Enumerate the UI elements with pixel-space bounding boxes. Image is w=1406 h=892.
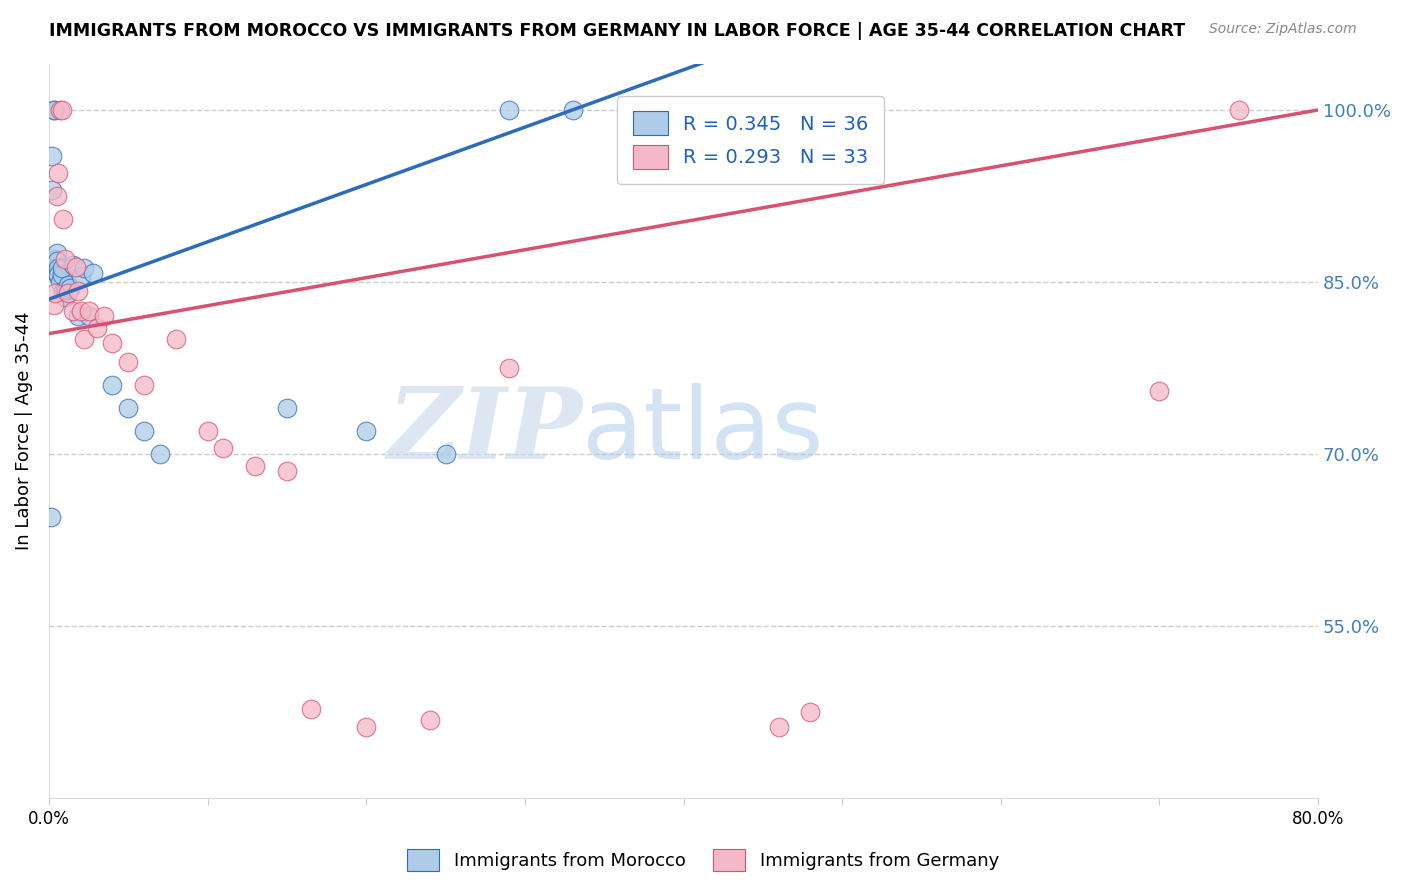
Point xyxy=(45,267,67,281)
Point xyxy=(48,166,70,180)
Point xyxy=(52,211,75,226)
Point xyxy=(42,298,65,312)
Point xyxy=(49,103,72,117)
Point xyxy=(49,275,72,289)
Point xyxy=(245,458,267,473)
Point xyxy=(117,355,139,369)
Point xyxy=(62,258,84,272)
Y-axis label: In Labor Force | Age 35-44: In Labor Force | Age 35-44 xyxy=(15,312,32,550)
Point xyxy=(93,310,115,324)
Point xyxy=(149,447,172,461)
Point xyxy=(53,284,76,298)
Point xyxy=(66,284,89,298)
Point xyxy=(86,321,108,335)
Legend: R = 0.345   N = 36, R = 0.293   N = 33: R = 0.345 N = 36, R = 0.293 N = 33 xyxy=(617,95,884,184)
Text: IMMIGRANTS FROM MOROCCO VS IMMIGRANTS FROM GERMANY IN LABOR FORCE | AGE 35-44 CO: IMMIGRANTS FROM MOROCCO VS IMMIGRANTS FR… xyxy=(49,22,1185,40)
Point xyxy=(44,252,66,266)
Point xyxy=(56,286,79,301)
Point xyxy=(44,286,66,301)
Point xyxy=(45,246,67,260)
Point xyxy=(53,252,76,266)
Point xyxy=(41,183,63,197)
Point xyxy=(768,720,790,734)
Point xyxy=(48,268,70,282)
Point xyxy=(498,361,520,376)
Point xyxy=(1149,384,1171,398)
Point xyxy=(66,310,89,324)
Text: atlas: atlas xyxy=(582,383,824,480)
Point xyxy=(39,510,62,524)
Point xyxy=(55,283,77,297)
Point xyxy=(197,424,219,438)
Point xyxy=(101,378,124,392)
Point xyxy=(276,464,298,478)
Point xyxy=(56,278,79,293)
Point xyxy=(42,103,65,117)
Point xyxy=(1227,103,1250,117)
Point xyxy=(77,303,100,318)
Point xyxy=(52,284,75,298)
Point xyxy=(41,149,63,163)
Point xyxy=(48,261,70,276)
Point xyxy=(356,720,378,734)
Point xyxy=(51,103,73,117)
Text: Source: ZipAtlas.com: Source: ZipAtlas.com xyxy=(1209,22,1357,37)
Point xyxy=(58,281,80,295)
Point xyxy=(419,713,441,727)
Point xyxy=(434,447,457,461)
Point xyxy=(77,310,100,324)
Point xyxy=(42,103,65,117)
Point xyxy=(498,103,520,117)
Point xyxy=(82,266,104,280)
Point xyxy=(165,332,187,346)
Point xyxy=(561,103,583,117)
Point xyxy=(44,263,66,277)
Point xyxy=(134,378,156,392)
Point xyxy=(73,261,96,276)
Point xyxy=(65,260,87,274)
Point xyxy=(45,189,67,203)
Point xyxy=(62,303,84,318)
Point xyxy=(101,335,124,350)
Point xyxy=(299,701,322,715)
Point xyxy=(69,303,91,318)
Point xyxy=(117,401,139,416)
Point xyxy=(356,424,378,438)
Point xyxy=(799,705,821,719)
Text: ZIP: ZIP xyxy=(387,383,582,479)
Point xyxy=(276,401,298,416)
Point xyxy=(45,254,67,268)
Legend: Immigrants from Morocco, Immigrants from Germany: Immigrants from Morocco, Immigrants from… xyxy=(399,842,1007,879)
Point xyxy=(51,261,73,276)
Point xyxy=(69,269,91,284)
Point xyxy=(134,424,156,438)
Point xyxy=(212,442,235,456)
Point xyxy=(53,290,76,304)
Point xyxy=(73,332,96,346)
Point xyxy=(51,268,73,282)
